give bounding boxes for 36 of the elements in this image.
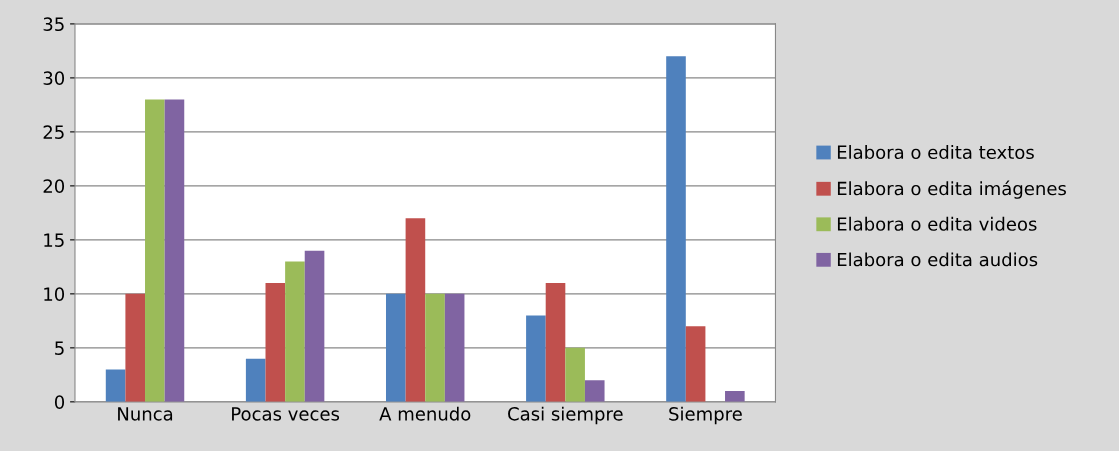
bar	[145, 99, 165, 402]
bar	[444, 293, 465, 402]
y-tick-label: 30	[43, 71, 65, 86]
bar	[565, 347, 585, 402]
bar	[245, 358, 266, 402]
x-tick-label: Casi siempre	[508, 406, 623, 425]
bar	[105, 369, 126, 402]
bar	[584, 380, 605, 402]
legend-label: Elabora o edita textos	[837, 145, 1034, 160]
y-tick-label: 5	[55, 341, 64, 355]
y-tick-label: 10	[44, 287, 65, 301]
bar	[285, 261, 305, 402]
bar	[545, 283, 566, 402]
bar	[164, 99, 185, 402]
y-tick-label: 25	[43, 125, 64, 139]
bar	[125, 293, 146, 402]
x-tick-label: Pocas veces	[232, 407, 340, 421]
bar	[425, 293, 445, 402]
legend-label: Elabora o edita imágenes	[837, 180, 1066, 199]
legend-label: Elabora o edita videos	[837, 216, 1037, 231]
y-tick-label: 35	[43, 17, 64, 32]
bar	[304, 250, 325, 402]
bar	[666, 56, 686, 402]
y-tick-label: 20	[43, 179, 65, 193]
x-tick-label: Siempre	[669, 406, 742, 425]
x-tick-label: A menudo	[379, 406, 471, 421]
legend-label: Elabora o edita audios	[837, 252, 1038, 267]
bar	[405, 218, 426, 402]
bar	[526, 315, 546, 402]
y-tick-label: 15	[44, 233, 64, 247]
bar	[385, 293, 406, 402]
bar	[725, 391, 745, 402]
x-tick-label: Nunca	[118, 407, 173, 421]
bar	[265, 283, 286, 402]
bar	[685, 326, 706, 402]
y-tick-label: 0	[54, 395, 65, 409]
